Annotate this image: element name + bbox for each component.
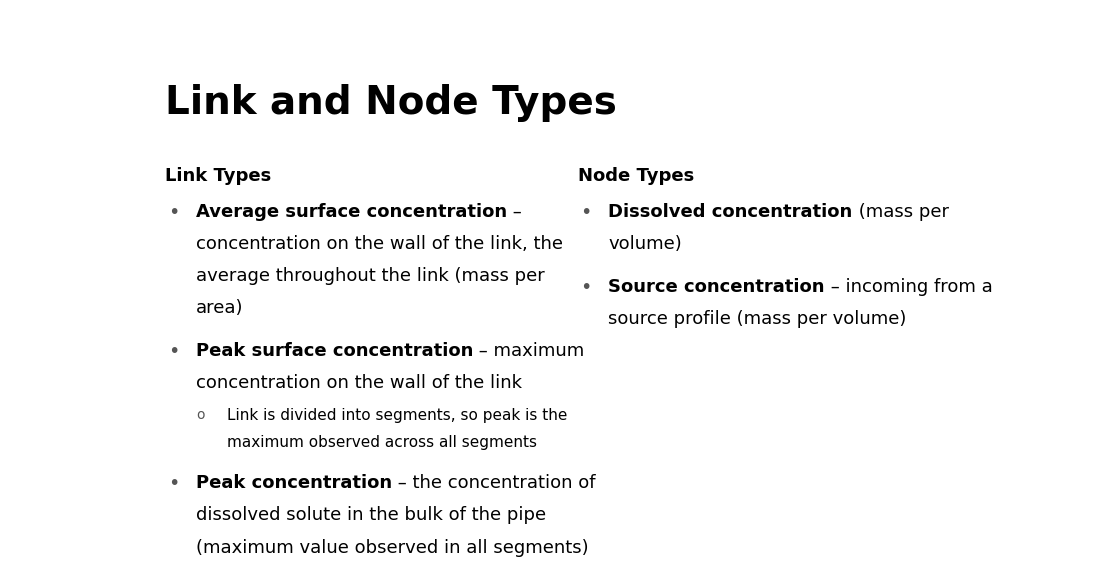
Text: Average surface concentration: Average surface concentration [196, 203, 507, 220]
Text: – incoming from a: – incoming from a [824, 278, 993, 296]
Text: (maximum value observed in all segments): (maximum value observed in all segments) [196, 538, 588, 557]
Text: •: • [168, 475, 179, 493]
Text: concentration on the wall of the link: concentration on the wall of the link [196, 374, 522, 392]
Text: area): area) [196, 299, 244, 317]
Text: Dissolved concentration: Dissolved concentration [608, 203, 853, 220]
Text: concentration on the wall of the link, the: concentration on the wall of the link, t… [196, 235, 563, 253]
Text: dissolved solute in the bulk of the pipe: dissolved solute in the bulk of the pipe [196, 506, 545, 524]
Text: •: • [580, 203, 592, 222]
Text: Link and Node Types: Link and Node Types [165, 84, 617, 122]
Text: Link is divided into segments, so peak is the: Link is divided into segments, so peak i… [227, 408, 568, 423]
Text: Source concentration: Source concentration [608, 278, 824, 296]
Text: – maximum: – maximum [473, 342, 584, 360]
Text: Peak concentration: Peak concentration [196, 475, 392, 492]
Text: –: – [507, 203, 521, 220]
Text: – the concentration of: – the concentration of [392, 475, 595, 492]
Text: Node Types: Node Types [577, 167, 694, 186]
Text: o: o [196, 408, 204, 423]
Text: Link Types: Link Types [165, 167, 271, 186]
Text: •: • [580, 278, 592, 297]
Text: Peak surface concentration: Peak surface concentration [196, 342, 473, 360]
Text: average throughout the link (mass per: average throughout the link (mass per [196, 267, 544, 285]
Text: source profile (mass per volume): source profile (mass per volume) [608, 310, 907, 328]
Text: volume): volume) [608, 235, 682, 253]
Text: (mass per: (mass per [853, 203, 949, 220]
Text: •: • [168, 342, 179, 361]
Text: •: • [168, 203, 179, 222]
Text: maximum observed across all segments: maximum observed across all segments [227, 435, 538, 450]
